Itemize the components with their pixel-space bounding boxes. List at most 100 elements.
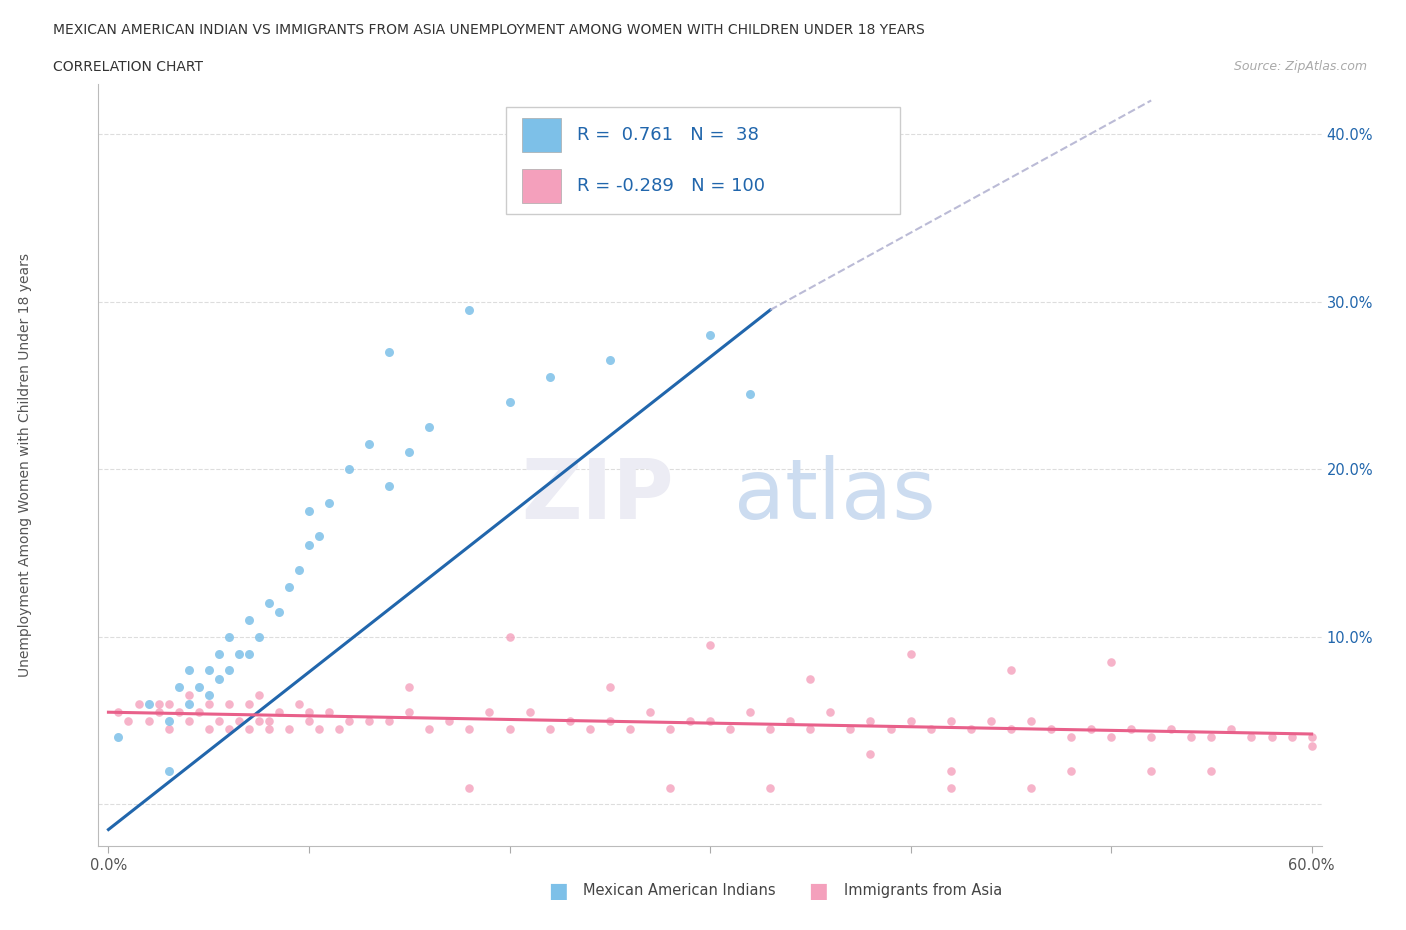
Point bbox=[1201, 730, 1223, 745]
Point bbox=[218, 663, 240, 678]
Point bbox=[298, 504, 321, 519]
Point bbox=[458, 722, 481, 737]
Point bbox=[939, 713, 962, 728]
Point bbox=[900, 646, 922, 661]
Point bbox=[398, 680, 420, 695]
Text: CORRELATION CHART: CORRELATION CHART bbox=[53, 60, 204, 74]
Point bbox=[578, 722, 600, 737]
Point bbox=[218, 697, 240, 711]
Point bbox=[238, 697, 260, 711]
Point bbox=[740, 386, 762, 401]
Point bbox=[1000, 722, 1022, 737]
Text: ZIP: ZIP bbox=[520, 455, 673, 536]
Point bbox=[157, 697, 180, 711]
Point bbox=[599, 352, 621, 367]
Point bbox=[740, 705, 762, 720]
Point bbox=[1281, 730, 1303, 745]
Point bbox=[378, 713, 401, 728]
Point bbox=[228, 646, 250, 661]
Point bbox=[820, 705, 842, 720]
Point bbox=[1000, 663, 1022, 678]
Point bbox=[238, 646, 260, 661]
Point bbox=[197, 722, 219, 737]
Text: Source: ZipAtlas.com: Source: ZipAtlas.com bbox=[1233, 60, 1367, 73]
Point bbox=[658, 780, 681, 795]
Point bbox=[288, 563, 311, 578]
Point bbox=[599, 680, 621, 695]
Point bbox=[238, 613, 260, 628]
Point bbox=[759, 722, 782, 737]
Point bbox=[699, 638, 721, 653]
Point bbox=[1201, 764, 1223, 778]
Point bbox=[980, 713, 1002, 728]
Point bbox=[1260, 730, 1282, 745]
Point bbox=[257, 596, 280, 611]
Point bbox=[1019, 780, 1042, 795]
Point bbox=[939, 764, 962, 778]
Point bbox=[1039, 722, 1062, 737]
Point bbox=[157, 764, 180, 778]
Point bbox=[257, 713, 280, 728]
Point bbox=[619, 722, 641, 737]
Point bbox=[779, 713, 801, 728]
Point bbox=[418, 722, 440, 737]
Text: Mexican American Indians: Mexican American Indians bbox=[583, 884, 776, 898]
Point bbox=[859, 747, 882, 762]
Point bbox=[148, 697, 170, 711]
Point bbox=[107, 730, 129, 745]
Point bbox=[1160, 722, 1182, 737]
Point bbox=[257, 722, 280, 737]
Point bbox=[208, 671, 231, 686]
Point bbox=[228, 713, 250, 728]
Point bbox=[318, 496, 340, 511]
Point bbox=[398, 705, 420, 720]
Point bbox=[699, 713, 721, 728]
Text: atlas: atlas bbox=[734, 455, 936, 536]
Point bbox=[418, 419, 440, 434]
Point bbox=[1080, 722, 1102, 737]
Point bbox=[799, 671, 821, 686]
Point bbox=[1180, 730, 1202, 745]
Point bbox=[138, 697, 160, 711]
Bar bbox=[522, 118, 561, 152]
Point bbox=[138, 713, 160, 728]
Point bbox=[267, 604, 290, 619]
Point bbox=[378, 479, 401, 494]
Point bbox=[247, 713, 270, 728]
Point bbox=[177, 713, 200, 728]
Point bbox=[1099, 655, 1122, 670]
Point bbox=[247, 688, 270, 703]
Point bbox=[238, 722, 260, 737]
Point bbox=[328, 722, 350, 737]
Point bbox=[458, 302, 481, 317]
Point bbox=[1140, 730, 1163, 745]
Point bbox=[558, 713, 581, 728]
Point bbox=[117, 713, 139, 728]
Point bbox=[879, 722, 901, 737]
Point bbox=[128, 697, 150, 711]
Point bbox=[839, 722, 862, 737]
Point bbox=[1301, 730, 1323, 745]
Point bbox=[218, 630, 240, 644]
Point bbox=[197, 663, 219, 678]
Point bbox=[1019, 713, 1042, 728]
Point bbox=[439, 713, 461, 728]
Point bbox=[177, 688, 200, 703]
Point bbox=[148, 705, 170, 720]
Point bbox=[718, 722, 741, 737]
Point bbox=[157, 722, 180, 737]
Point bbox=[920, 722, 942, 737]
Point bbox=[538, 369, 561, 384]
Text: Unemployment Among Women with Children Under 18 years: Unemployment Among Women with Children U… bbox=[18, 253, 32, 677]
Point bbox=[900, 713, 922, 728]
Point bbox=[187, 680, 209, 695]
Point bbox=[308, 722, 330, 737]
Bar bbox=[522, 169, 561, 204]
Point bbox=[298, 713, 321, 728]
Point bbox=[359, 436, 381, 451]
Point bbox=[167, 680, 190, 695]
Point bbox=[277, 722, 299, 737]
Text: ■: ■ bbox=[548, 881, 568, 901]
Point bbox=[1060, 764, 1083, 778]
Point bbox=[498, 722, 520, 737]
